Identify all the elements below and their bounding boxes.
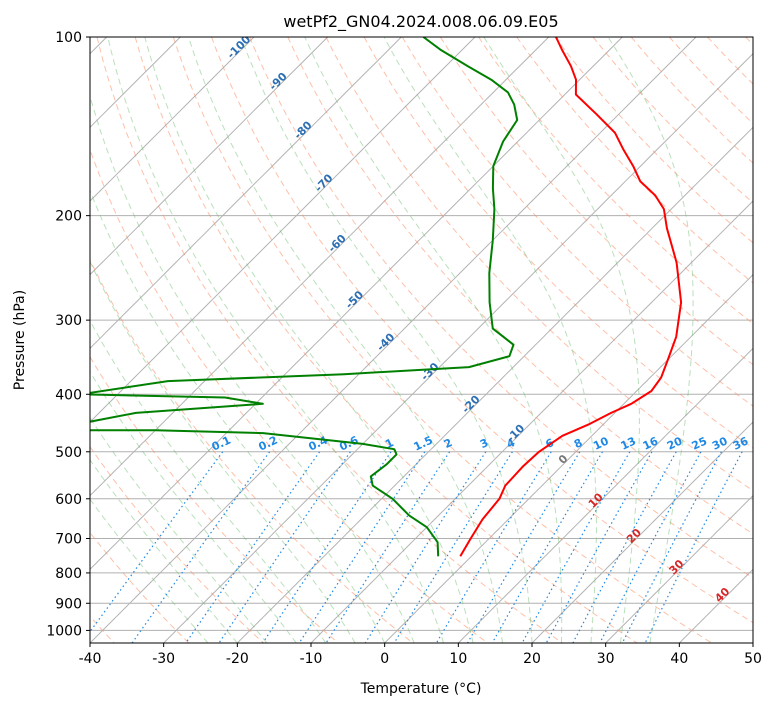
isotherm-line (384, 273, 753, 643)
x-tick-label: 20 (523, 651, 541, 667)
isotherm-line (457, 347, 753, 643)
y-axis: 100 200 300 400 500 600 700 800 900 1000 (46, 30, 90, 639)
mixing-ratio-line (466, 451, 581, 643)
y-tick-label: 900 (55, 596, 82, 612)
y-tick-label: 800 (55, 566, 82, 582)
mixing-ratio-line (90, 451, 224, 633)
y-tick-label: 700 (55, 532, 82, 548)
mixing-ratio-label: 13 (619, 434, 638, 452)
moist-adiabat (90, 458, 238, 643)
y-tick-label: 200 (55, 209, 82, 225)
dry-adiabats (90, 37, 753, 643)
moist-adiabat (107, 37, 445, 643)
mixing-ratio-line (621, 451, 722, 643)
moist-adiabat (304, 37, 563, 643)
mixing-ratio-line (599, 451, 702, 643)
y-tick-label: 300 (55, 313, 82, 329)
dry-adiabat (478, 37, 753, 325)
x-tick-label: -20 (226, 651, 249, 667)
x-tick-label: -10 (300, 651, 323, 667)
moist-adiabat (607, 37, 694, 643)
moist-adiabat (90, 189, 386, 643)
chart-title: wetPf2_GN04.2024.008.06.09.E05 (283, 12, 558, 32)
dry-adiabat (287, 37, 753, 535)
dry-adiabat (325, 37, 753, 492)
moist-adiabat (144, 37, 474, 643)
moist-adiabat (90, 94, 415, 643)
isotherm-line (163, 52, 753, 643)
mixing-ratio-line (491, 451, 604, 643)
mixing-ratio-line (435, 451, 552, 643)
temperature-profile-line (459, 37, 683, 557)
isotherm-line (90, 37, 476, 423)
mixing-ratio-label: 20 (665, 434, 685, 452)
pressure-grid (90, 37, 753, 631)
profile-series (90, 37, 683, 557)
mixing-ratio-label: 25 (690, 434, 709, 452)
dry-adiabat (90, 355, 339, 643)
mixing-ratio-line (262, 451, 392, 643)
mixing-ratio-line (521, 451, 631, 643)
dry-adiabat (439, 37, 753, 366)
moist-adiabat (90, 416, 268, 643)
y-axis-label: Pressure (hPa) (12, 290, 28, 390)
mixing-ratio-label: 16 (641, 434, 661, 452)
isotherm-line (90, 37, 402, 350)
y-tick-label: 600 (55, 492, 82, 508)
dry-adiabat (249, 37, 753, 579)
x-tick-label: 10 (449, 651, 467, 667)
mixing-ratio-line (644, 451, 743, 643)
x-tick-label: 50 (744, 651, 762, 667)
moist-adiabat (483, 37, 640, 643)
moist-adiabat (383, 37, 597, 643)
moist-adiabat (90, 498, 209, 643)
isotherm-line (310, 200, 753, 643)
x-tick-label: -30 (152, 651, 175, 667)
dry-adiabat (172, 37, 712, 643)
isotherm-line (90, 37, 623, 571)
x-tick-label: 30 (597, 651, 615, 667)
x-axis-label: Temperature (°C) (360, 681, 482, 697)
mixing-ratio-label: 36 (731, 434, 751, 452)
plot-frame (89, 36, 754, 644)
mixing-ratio-label: 30 (710, 434, 730, 452)
x-tick-label: 0 (380, 651, 389, 667)
mixing-ratio-label: 10 (591, 434, 611, 452)
mixing-ratio-line (572, 451, 677, 643)
y-tick-label: 100 (55, 30, 82, 46)
mixing-ratio-line (218, 451, 351, 643)
moist-adiabat (90, 370, 297, 643)
dry-adiabat (90, 148, 488, 643)
isotherm-line (90, 37, 550, 497)
mixing-ratio-line (364, 451, 487, 643)
x-tick-label: -40 (79, 651, 102, 667)
dewpoint-profile-line (90, 37, 519, 557)
dry-adiabat (90, 445, 264, 643)
x-tick-label: 40 (670, 651, 688, 667)
mixing-ratio-lines (90, 451, 743, 643)
y-tick-label: 400 (55, 387, 82, 403)
isotherm-line (236, 126, 753, 643)
moist-adiabat (188, 37, 503, 643)
dry-adiabat (134, 37, 638, 643)
moist-adiabat (90, 260, 356, 643)
dry-adiabat (90, 258, 414, 643)
y-tick-label: 500 (55, 445, 82, 461)
isotherm-line (678, 568, 753, 643)
dry-adiabat (96, 37, 563, 643)
mixing-ratio-line (298, 451, 426, 643)
y-tick-label: 1000 (46, 623, 82, 639)
moist-adiabat (90, 319, 327, 643)
moist-adiabat (240, 37, 533, 643)
dry-adiabat (211, 37, 753, 624)
moist-adiabats (90, 37, 694, 643)
mixing-ratio-line (545, 451, 653, 643)
x-axis: -40 -30 -20 -10 0 10 20 30 40 50 (79, 643, 762, 667)
isotherm-line (531, 421, 753, 643)
